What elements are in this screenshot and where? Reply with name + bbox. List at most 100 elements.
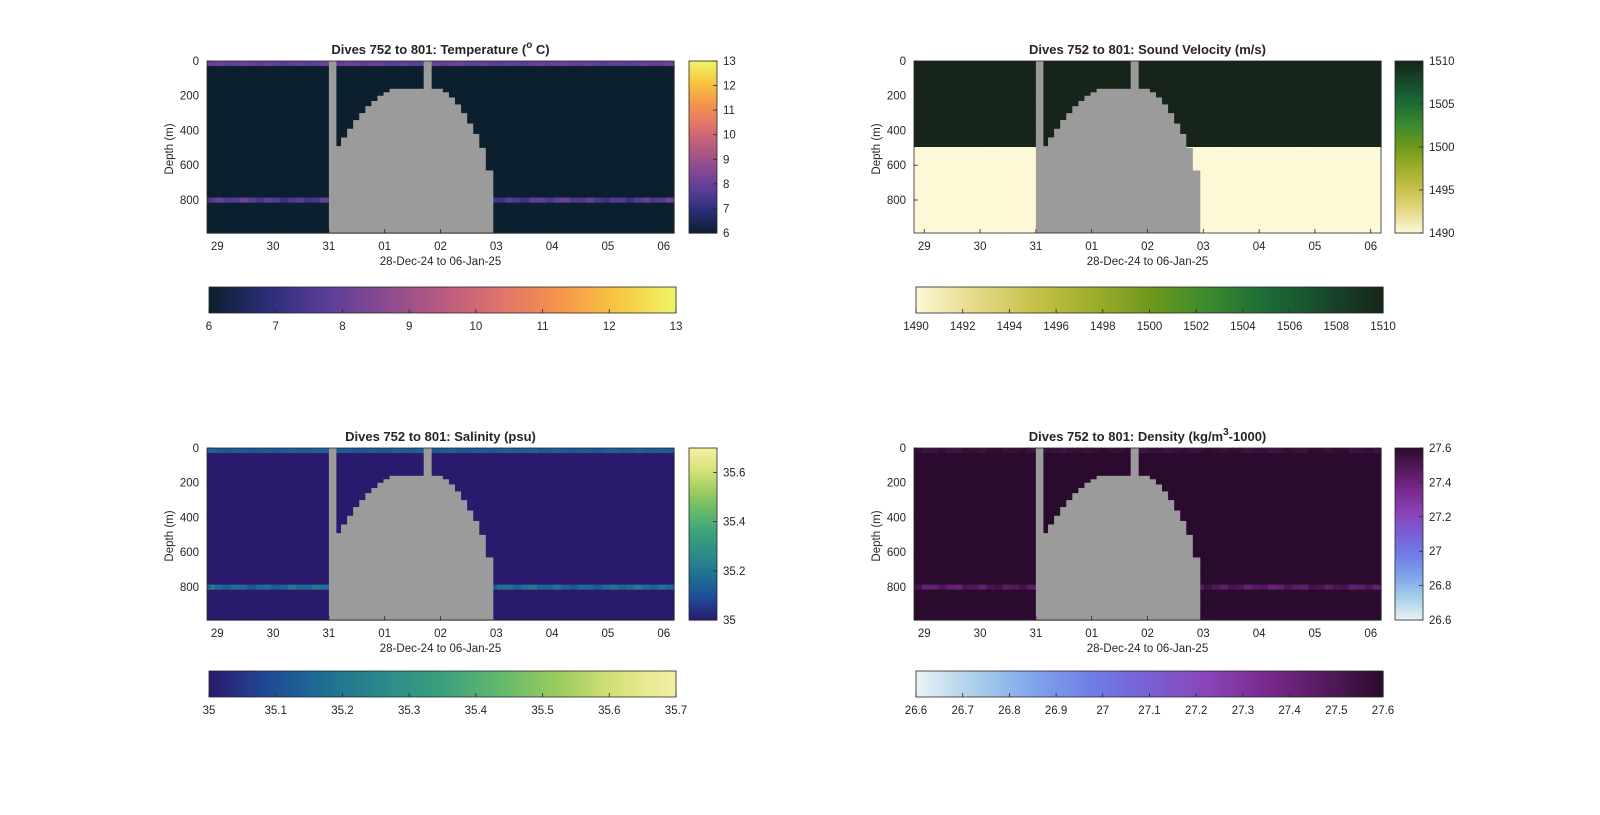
heatmap-cell	[1332, 91, 1342, 98]
heatmap-cell	[1324, 162, 1334, 168]
heatmap-cell	[223, 126, 232, 133]
heatmap-cell	[1356, 222, 1366, 229]
heatmap-cell	[1236, 76, 1245, 82]
heatmap-cell	[295, 528, 305, 535]
heatmap-cell	[970, 147, 980, 153]
heatmap-cell	[335, 106, 345, 113]
heatmap-cell	[1163, 61, 1173, 67]
heatmap-cell	[1268, 61, 1277, 67]
heatmap-cell	[978, 227, 988, 234]
heatmap-cell	[1340, 157, 1350, 163]
heatmap-cell	[1332, 222, 1342, 229]
heatmap-cell	[922, 126, 931, 133]
heatmap-cell	[279, 488, 289, 495]
heatmap-cell	[1324, 197, 1334, 204]
heatmap-cell	[994, 61, 1004, 67]
heatmap-cell	[938, 66, 947, 72]
heatmap-cell	[529, 101, 538, 108]
colorbar-swatch	[587, 287, 593, 313]
heatmap-cell	[1211, 86, 1221, 92]
heatmap-cell	[271, 202, 281, 209]
colorbar-swatch	[1056, 287, 1062, 313]
colorbar-swatch	[465, 287, 472, 313]
heatmap-cell	[922, 66, 931, 72]
heatmap-cell	[986, 126, 996, 133]
heatmap-cell	[601, 162, 611, 168]
heatmap-cell	[1308, 152, 1318, 158]
colorbar-swatch	[689, 106, 717, 111]
heatmap-cell	[287, 207, 297, 214]
heatmap-cell	[472, 101, 482, 108]
heatmap-cell	[1002, 81, 1012, 87]
heatmap-cell	[585, 131, 595, 138]
heatmap-cell	[994, 207, 1004, 214]
heatmap-cell	[1364, 141, 1374, 148]
heatmap-cell	[295, 554, 305, 560]
heatmap-cell	[207, 76, 216, 82]
heatmap-cell	[553, 147, 562, 153]
heatmap-cell	[1195, 131, 1205, 138]
heatmap-cell	[231, 187, 240, 194]
heatmap-cell	[215, 473, 224, 479]
heatmap-cell	[521, 86, 530, 92]
heatmap-cell	[978, 141, 988, 148]
colorbar-swatch	[1395, 190, 1423, 194]
heatmap-cell	[1228, 187, 1237, 194]
heatmap-cell	[1211, 192, 1221, 199]
heatmap-cell	[914, 217, 923, 224]
heatmap-cell	[287, 116, 297, 123]
colorbar-swatch	[311, 287, 318, 313]
colorbar-swatch	[1196, 287, 1202, 313]
heatmap-cell	[223, 473, 232, 479]
heatmap-cell	[1228, 141, 1237, 148]
colorbar-swatch	[1350, 287, 1356, 313]
heatmap-cell	[480, 76, 490, 82]
heatmap-cell	[504, 187, 514, 194]
heatmap-cell	[1010, 81, 1020, 87]
heatmap-cell	[922, 96, 931, 103]
heatmap-cell	[1244, 212, 1253, 219]
colorbar-swatch	[633, 287, 640, 313]
heatmap-cell	[231, 212, 240, 219]
heatmap-cell	[625, 76, 635, 82]
heatmap-cell	[641, 61, 651, 67]
heatmap-cell	[1026, 157, 1036, 163]
heatmap-cell	[649, 182, 659, 189]
heatmap-cell	[1284, 111, 1294, 118]
heatmap-cell	[1276, 157, 1285, 163]
heatmap-cell	[1268, 111, 1277, 118]
heatmap-cell	[207, 609, 216, 616]
heatmap-cell	[665, 61, 675, 67]
heatmap-cell	[279, 202, 289, 209]
heatmap-cell	[512, 131, 522, 138]
heatmap-cell	[303, 136, 313, 143]
heatmap-cell	[287, 217, 297, 224]
heatmap-cell	[930, 162, 939, 168]
heatmap-cell	[247, 222, 256, 229]
colorbar-swatch	[470, 287, 476, 313]
heatmap-cell	[625, 136, 635, 143]
heatmap-cell	[930, 76, 939, 82]
heatmap-cell	[1091, 71, 1100, 77]
heatmap-cell	[1211, 96, 1221, 103]
colorbar-tick-label: 9	[723, 154, 729, 166]
heatmap-cell	[263, 458, 273, 464]
heatmap-cell	[255, 448, 264, 454]
heatmap-cell	[247, 559, 256, 565]
heatmap-cell	[295, 116, 305, 123]
colorbar-swatch	[962, 287, 968, 313]
heatmap-cell	[247, 589, 256, 596]
heatmap-cell	[537, 141, 546, 148]
heatmap-cell	[1300, 96, 1310, 103]
heatmap-cell	[585, 71, 595, 77]
heatmap-cell	[247, 147, 256, 153]
heatmap-cell	[617, 197, 627, 204]
heatmap-cell	[247, 187, 256, 194]
heatmap-cell	[512, 172, 522, 178]
heatmap-cell	[496, 76, 506, 82]
colorbar-swatch	[629, 287, 635, 313]
heatmap-cell	[303, 81, 313, 87]
heatmap-cell	[207, 212, 216, 219]
heatmap-cell	[962, 167, 971, 173]
heatmap-cell	[1260, 197, 1269, 204]
